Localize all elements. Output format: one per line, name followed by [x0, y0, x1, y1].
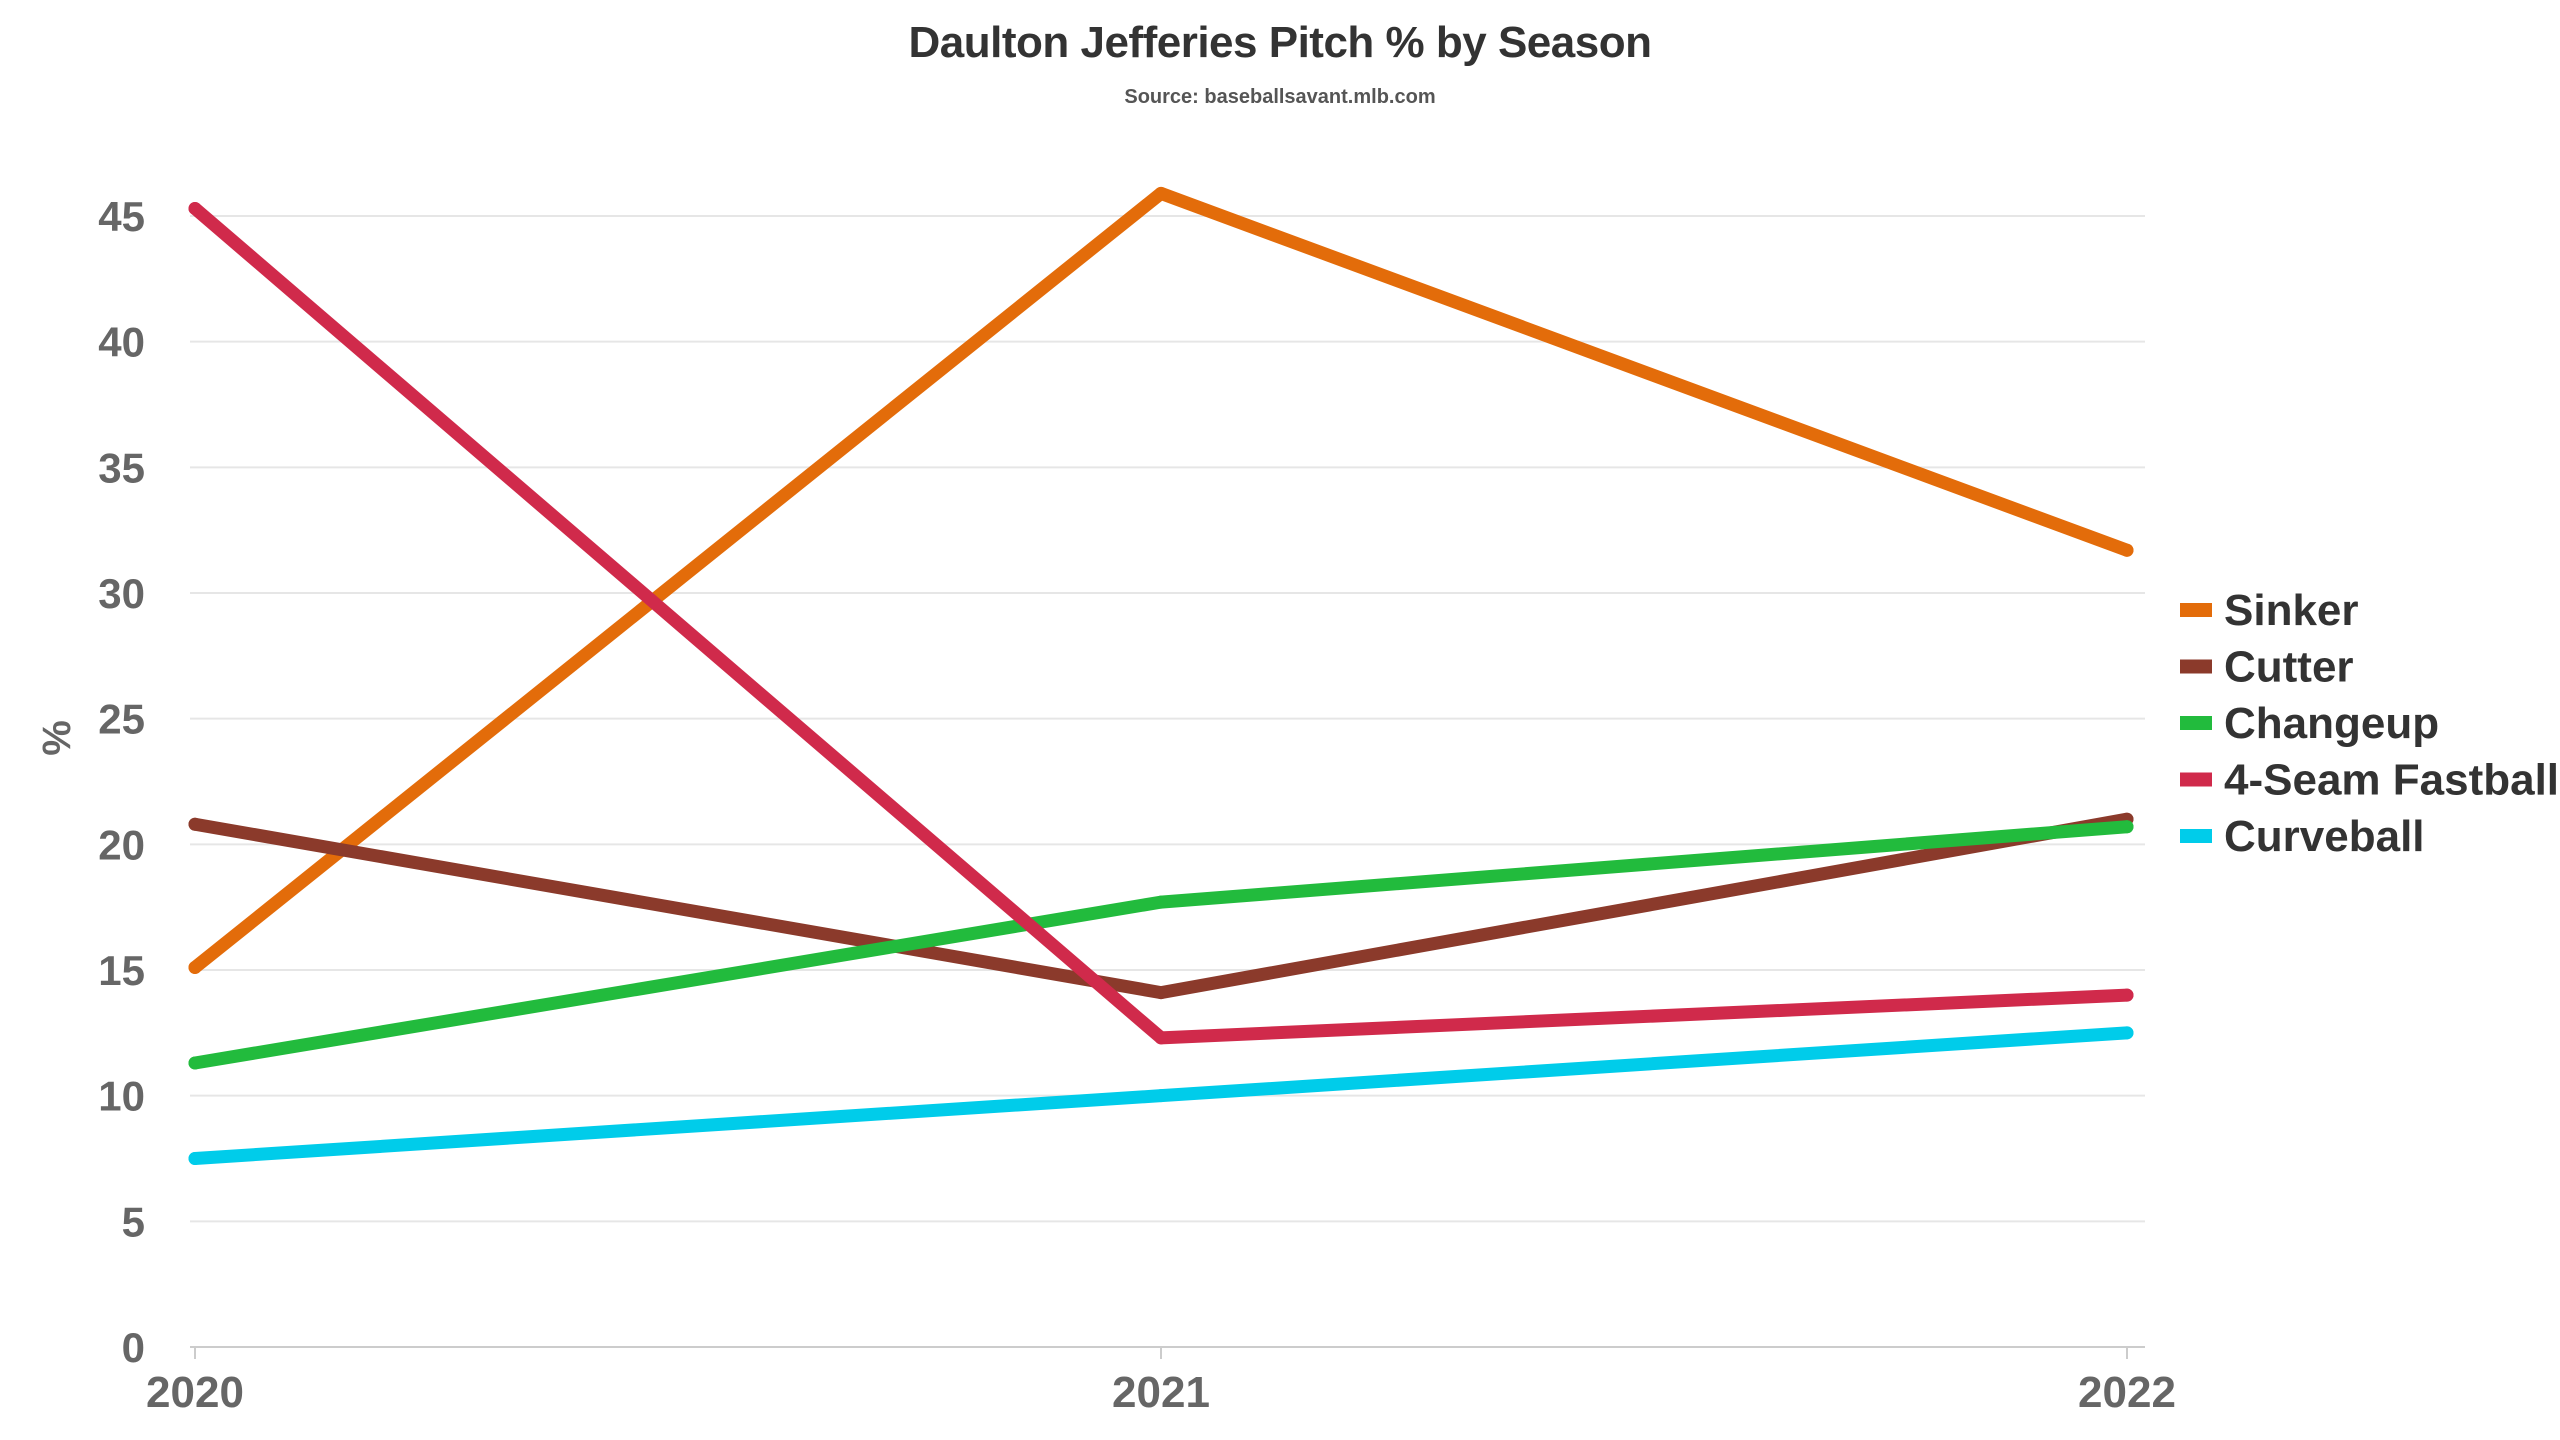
y-tick-label: 30 [98, 570, 145, 617]
y-tick-label: 35 [98, 444, 145, 491]
data-point [2120, 543, 2134, 557]
data-point [2120, 1026, 2134, 1040]
y-tick-label: 40 [98, 319, 145, 366]
data-point [1154, 1031, 1168, 1045]
chart-title: Daulton Jefferies Pitch % by Season [908, 18, 1652, 67]
x-tick-label: 2022 [2078, 1368, 2176, 1417]
data-point [188, 1152, 202, 1165]
y-tick-label: 25 [98, 696, 145, 743]
legend-label: Curveball [2224, 812, 2425, 861]
data-point [188, 1056, 202, 1070]
series-line-4-seam-fastball [188, 201, 2134, 1045]
data-point [188, 817, 202, 831]
legend-label: Sinker [2224, 586, 2359, 635]
x-tick-label: 2021 [1112, 1368, 1210, 1417]
legend-label: Changeup [2224, 699, 2439, 748]
y-tick-label: 45 [98, 193, 145, 240]
y-tick-label: 20 [98, 821, 145, 868]
series-lines [188, 186, 2134, 1165]
legend-label: 4-Seam Fastball [2224, 756, 2559, 805]
legend-label: Cutter [2224, 643, 2354, 692]
data-point [188, 960, 202, 974]
x-tick-label: 2020 [146, 1368, 244, 1417]
axes: 0 5 10 15 20 25 30 35 40 45 2020 2021 2022% [35, 193, 2176, 1417]
legend: Sinker Cutter Changeup 4-Seam Fastball Curve… [2180, 586, 2559, 861]
data-point [1154, 186, 1168, 200]
y-tick-label: 15 [98, 947, 145, 994]
chart-subtitle: Source: baseballsavant.mlb.com [1124, 86, 1436, 108]
series-line-changeup [188, 820, 2134, 1070]
data-point [1154, 986, 1168, 1000]
data-point [2120, 988, 2134, 1002]
data-point [1154, 895, 1168, 909]
y-axis-label: % [35, 720, 79, 756]
data-point [188, 201, 202, 215]
y-tick-label: 5 [122, 1198, 145, 1245]
y-tick-label: 0 [122, 1324, 145, 1371]
data-point [2120, 820, 2134, 834]
y-tick-label: 10 [98, 1073, 145, 1120]
gridlines [190, 215, 2145, 1223]
data-point [1154, 1089, 1168, 1103]
